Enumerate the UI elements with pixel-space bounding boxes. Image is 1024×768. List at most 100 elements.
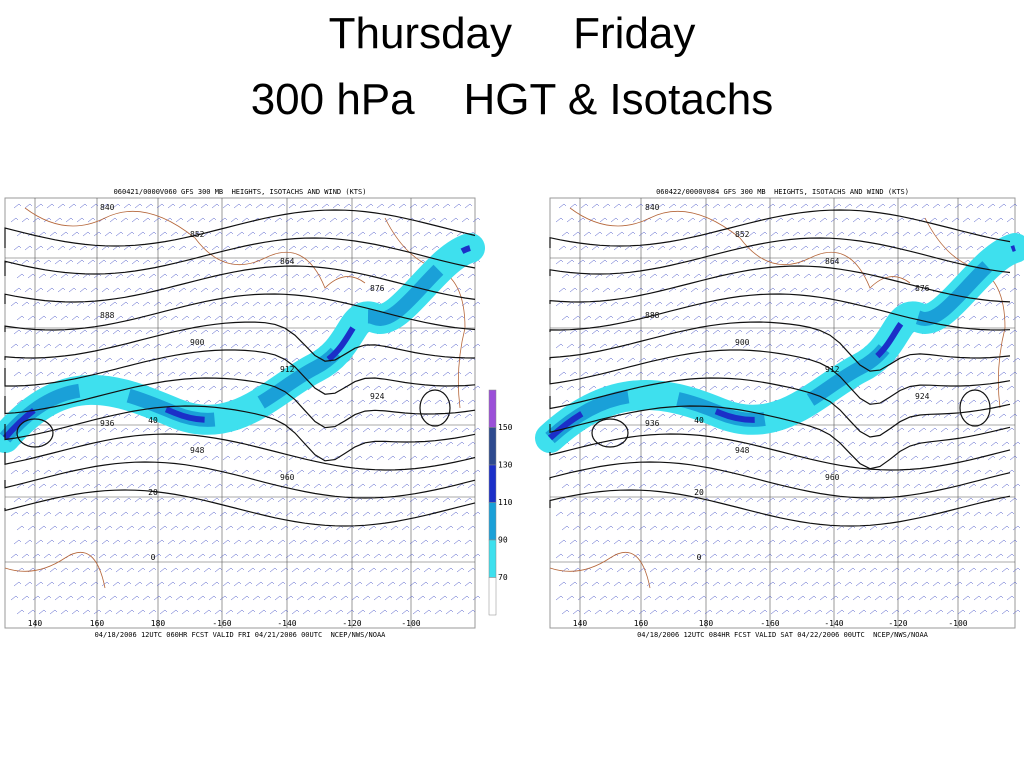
wind-barb [406,469,415,475]
wind-barb [984,511,993,517]
wind-barb [420,371,429,377]
wind-barb [32,427,41,433]
wind-barb [208,259,217,265]
wind-barb [24,497,33,503]
wind-barb [68,203,77,209]
wind-barb [968,525,977,531]
wind-barb [723,245,732,251]
wind-barb [255,455,264,461]
wind-barb [899,497,908,503]
wind-barb [329,217,338,223]
wind-barb [698,259,707,265]
wind-barb [208,595,217,601]
wind-barb [453,203,462,209]
wind-barb [555,217,564,223]
wind-barb [665,217,674,223]
wind-barb [775,511,784,517]
wind-barb [979,399,988,405]
wind-barb [745,581,754,587]
wind-barb [123,329,132,335]
wind-barb [635,371,644,377]
wind-barb [687,217,696,223]
wind-barb [778,455,787,461]
wind-barb [214,357,223,363]
wind-barb [252,343,261,349]
wind-barb [137,315,146,321]
wind-barb [38,441,47,447]
wind-barb [668,371,677,377]
wind-barb [811,539,820,545]
wind-barb [241,469,250,475]
wind-barb [797,301,806,307]
wind-barb [712,455,721,461]
contour-label: 864 [280,257,295,266]
wind-barb [888,581,897,587]
wind-barb [976,203,985,209]
wind-barb [131,217,140,223]
wind-barb [120,469,129,475]
wind-barb [21,553,30,559]
wind-barb [753,301,762,307]
wind-barb [120,217,129,223]
wind-barb [247,567,256,573]
wind-barb [148,315,157,321]
wind-barb [390,231,399,237]
wind-barb [792,441,801,447]
wind-barb [676,469,685,475]
wind-barb [775,343,784,349]
height-contour [4,489,476,527]
wind-barb [192,273,201,279]
wind-barb [753,343,762,349]
wind-barb [594,441,603,447]
wind-barb [214,231,223,237]
wind-barb [819,259,828,265]
wind-barb [32,511,41,517]
wind-barb [24,329,33,335]
wind-barb [778,245,787,251]
wind-barb [797,469,806,475]
wind-barb [167,371,176,377]
wind-barb [599,553,608,559]
wind-barb [208,343,217,349]
wind-barb [588,511,597,517]
wind-barb [387,203,396,209]
wind-barb [354,539,363,545]
wind-barb [569,287,578,293]
wind-barb [439,553,448,559]
wind-barb [954,581,963,587]
wind-barb [153,595,162,601]
wind-barb [329,469,338,475]
wind-barb [748,273,757,279]
wind-barb [891,441,900,447]
wind-barb [222,371,231,377]
wind-barb [657,413,666,419]
wind-barb [569,329,578,335]
wind-barb [577,259,586,265]
wind-barb [855,455,864,461]
wind-barb [786,343,795,349]
wind-barb [866,539,875,545]
wind-barb [921,245,930,251]
wind-barb [126,525,135,531]
wind-barb [910,287,919,293]
wind-barb [594,357,603,363]
wind-barb [431,497,440,503]
wind-barb [877,371,886,377]
wind-barb [583,315,592,321]
wind-barb [767,287,776,293]
wind-barb [825,357,834,363]
wind-barb [1001,273,1010,279]
wind-barb [792,567,801,573]
wind-barb [643,595,652,601]
wind-barb [979,441,988,447]
wind-barb [737,567,746,573]
wind-barb [690,329,699,335]
wind-barb [976,413,985,419]
wind-barb [646,455,655,461]
longitude-label: -140 [824,619,843,628]
wind-barb [142,511,151,517]
wind-barb [354,245,363,251]
wind-barb [792,609,801,615]
wind-barb [621,511,630,517]
wind-barb [580,371,589,377]
